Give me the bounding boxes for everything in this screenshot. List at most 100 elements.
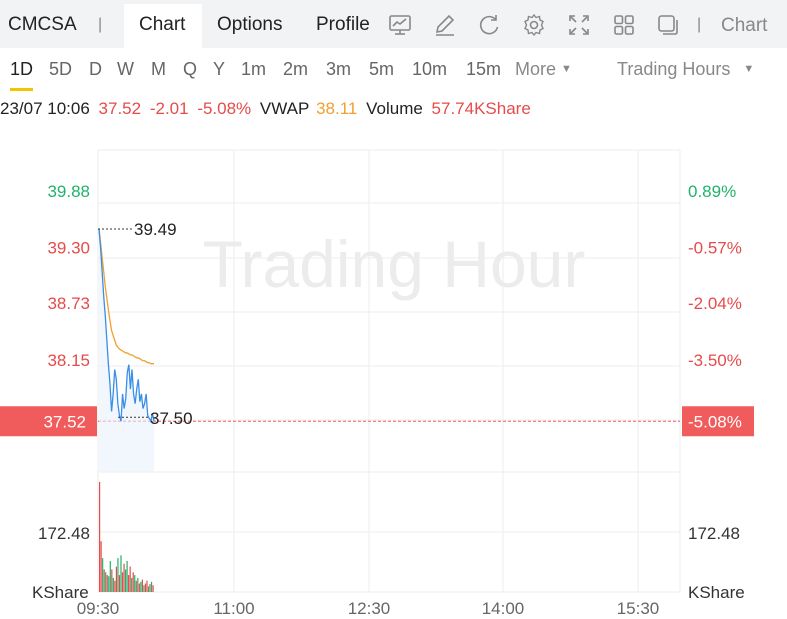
volume-bar <box>137 577 139 592</box>
y-tick-left: 38.73 <box>47 294 90 313</box>
y-tick-left: 39.30 <box>47 239 90 258</box>
low-label: 37.50 <box>150 409 193 428</box>
volume-bar <box>147 586 150 592</box>
chart-markers: 39.49 37.50 <box>98 220 193 428</box>
high-label: 39.49 <box>134 220 177 239</box>
volume-bar <box>144 583 147 592</box>
period-y[interactable]: Y <box>213 59 226 79</box>
settings-gear-icon[interactable] <box>521 12 547 38</box>
x-tick: 09:30 <box>77 599 120 618</box>
volume-bar <box>102 558 104 592</box>
x-tick: 12:30 <box>348 599 391 618</box>
y-axis-labels: 39.88 0.89% 39.30 -0.57% 38.73 -2.04% 38.15 -3.… <box>0 182 754 602</box>
volume-bar <box>123 563 125 592</box>
volume-bar <box>100 541 102 592</box>
volume-bar <box>141 579 143 592</box>
volume-bar <box>103 569 105 592</box>
intraday-chart[interactable]: Trading Hour 39.88 0.89% 39.30 -0.57% 38.73 -… <box>0 130 787 619</box>
period-2m[interactable]: 2m <box>283 59 309 79</box>
volume-bar <box>106 575 108 592</box>
volume-unit-left: KShare <box>32 583 89 602</box>
period-3m[interactable]: 3m <box>326 59 352 79</box>
more-periods-dropdown[interactable]: More ▼ <box>515 59 572 80</box>
x-axis-labels: 09:30 11:00 12:30 14:00 15:30 <box>77 599 660 618</box>
volume-bar <box>138 583 140 592</box>
y-tick-right: -0.57% <box>688 239 742 258</box>
volume-bar <box>111 569 113 592</box>
period-d[interactable]: D <box>89 59 102 79</box>
vwap-value: 38.11 <box>316 99 358 118</box>
period-q[interactable]: Q <box>183 59 198 79</box>
period-w[interactable]: W <box>117 59 134 79</box>
caret-down-icon: ▼ <box>743 63 755 75</box>
volume-bar <box>143 585 145 592</box>
tab-profile[interactable]: Profile <box>316 14 370 35</box>
volume-tick-left: 172.48 <box>38 524 90 543</box>
tab-options[interactable]: Options <box>217 14 283 35</box>
active-tab-background <box>124 4 202 48</box>
volume-bar <box>114 580 116 592</box>
volume-bar <box>120 555 122 592</box>
volume-bar <box>131 577 133 592</box>
tab-chart[interactable]: Chart <box>139 14 186 35</box>
volume-bar <box>99 482 101 592</box>
more-label: More <box>515 59 557 79</box>
volume-bar <box>129 566 131 592</box>
pencil-icon[interactable] <box>432 12 458 38</box>
chart-label-right[interactable]: Chart <box>721 15 768 36</box>
volume-bar <box>126 560 128 592</box>
vwap-label: VWAP <box>259 99 310 118</box>
top-tab-bar: CMCSA | Chart Options Profile | Chart <box>0 0 787 48</box>
volume-bar <box>146 580 148 592</box>
quote-change: -2.01 <box>149 99 189 118</box>
refresh-icon[interactable] <box>476 12 502 38</box>
volume-bar <box>105 572 107 592</box>
volume-bar <box>109 560 111 592</box>
grid-layout-icon[interactable] <box>611 12 637 38</box>
separator-right: | <box>697 16 702 33</box>
volume-bar <box>150 581 153 592</box>
volume-bar <box>128 575 130 592</box>
ticker-symbol: CMCSA <box>8 14 77 35</box>
quote-datetime: 23/07 10:06 <box>0 99 90 118</box>
active-period-underline <box>10 88 33 91</box>
volume-unit-right: KShare <box>688 583 745 602</box>
y-tick-left: 38.15 <box>47 351 90 370</box>
period-1d[interactable]: 1D <box>10 59 34 79</box>
window-icon[interactable] <box>655 12 681 38</box>
price-area <box>99 229 154 472</box>
period-10m[interactable]: 10m <box>412 59 448 79</box>
volume-bar <box>112 577 114 592</box>
volume-bar <box>118 575 121 592</box>
current-price-tag-text: 37.52 <box>43 412 86 431</box>
trading-hours-dropdown[interactable]: Trading Hours ▼ <box>617 59 754 80</box>
volume-tick-right: 172.48 <box>688 524 740 543</box>
period-1m[interactable]: 1m <box>241 59 267 79</box>
chart-series <box>98 228 155 472</box>
y-tick-left: 39.88 <box>47 182 90 201</box>
period-m[interactable]: M <box>151 59 166 79</box>
chart-line-icon[interactable] <box>387 12 413 38</box>
vwap-line <box>98 228 154 365</box>
period-bar: 1D 5D D W M Q Y 1m 2m 3m 5m 10m 15m More… <box>0 48 787 92</box>
volume-bar <box>108 576 110 592</box>
period-5m[interactable]: 5m <box>369 59 395 79</box>
volume-bars <box>99 482 154 592</box>
current-pct-tag-text: -5.08% <box>688 412 742 431</box>
current-price-tag <box>0 406 97 437</box>
current-pct-tag <box>682 406 754 437</box>
caret-down-icon: ▼ <box>561 63 572 75</box>
quote-change-pct: -5.08% <box>197 99 252 118</box>
fullscreen-icon[interactable] <box>566 12 592 38</box>
volume-bar <box>152 585 154 592</box>
trading-hours-label: Trading Hours <box>617 59 731 79</box>
period-15m[interactable]: 15m <box>466 59 502 79</box>
watermark: Trading Hour <box>203 227 586 301</box>
period-5d[interactable]: 5D <box>49 59 73 79</box>
y-tick-right: -3.50% <box>688 351 742 370</box>
price-line <box>98 228 155 424</box>
y-tick-right: -2.04% <box>688 294 742 313</box>
quote-info-line: 23/07 10:06 37.52 -2.01 -5.08% VWAP 38.1… <box>0 99 535 123</box>
quote-price: 37.52 <box>98 99 142 118</box>
volume-bar <box>135 580 137 592</box>
